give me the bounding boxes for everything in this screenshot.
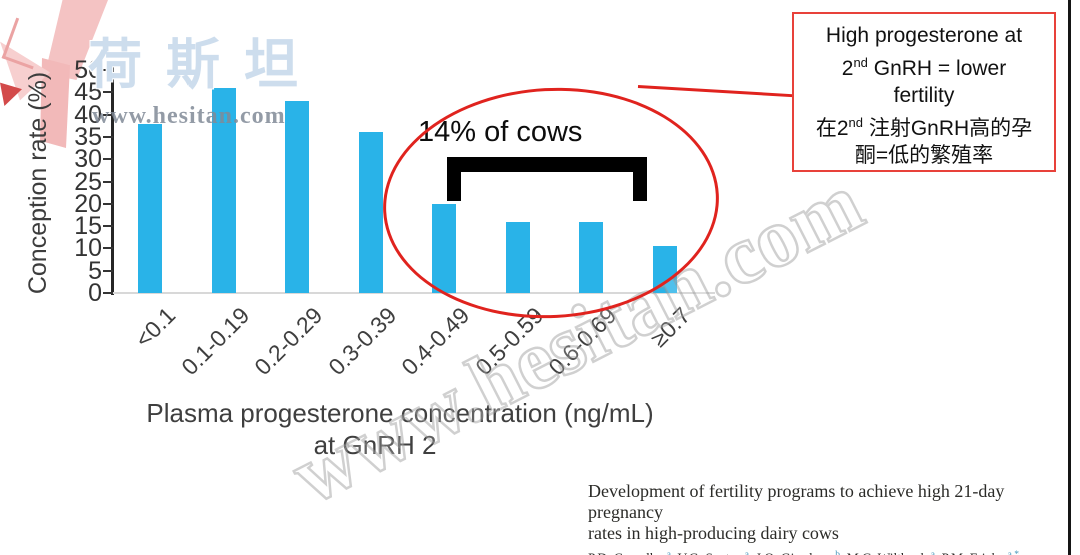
- y-tick-label: 45: [74, 78, 102, 107]
- y-tick-label: 40: [74, 100, 102, 129]
- y-tick-mark: [103, 69, 113, 71]
- cows-annotation: 14% of cows: [418, 116, 583, 148]
- x-axis-title-line2: at GnRH 2: [313, 430, 437, 460]
- y-tick-mark: [103, 91, 113, 94]
- y-axis-title: Conception rate (%): [24, 71, 52, 295]
- bar-≥0.7: [652, 246, 677, 293]
- y-tick-label: 15: [74, 212, 102, 241]
- author-affiliation-sup: b: [835, 550, 840, 555]
- x-axis-title-line1: Plasma progesterone concentration (ng/mL…: [146, 398, 654, 428]
- bar-<0.1: [138, 123, 162, 293]
- callout-line5: 酮=低的繁殖率: [854, 144, 994, 167]
- citation: Development of fertility programs to ach…: [588, 481, 1068, 555]
- y-tick-mark: [103, 158, 113, 161]
- bar-0.4-0.49: [432, 203, 456, 293]
- bar-0.6-0.69: [579, 221, 603, 293]
- author-affiliation-sup: a: [930, 550, 935, 555]
- author-name: V.G. Santos: [677, 551, 744, 555]
- y-tick-label: 20: [74, 189, 102, 218]
- holstein-logo-icon: [0, 0, 120, 150]
- author-name: M.C. Wiltbank: [847, 551, 931, 555]
- bracket-right-leg: [633, 157, 647, 201]
- citation-title-line1: Development of fertility programs to ach…: [588, 481, 1005, 522]
- y-tick-label: 0: [88, 279, 102, 307]
- author-affiliation-sup: a: [744, 550, 749, 555]
- callout-line1: High progesterone at: [825, 24, 1023, 47]
- y-tick-mark: [103, 292, 113, 294]
- callout-line2: 2nd GnRH = lower: [841, 55, 1007, 80]
- author-affiliation-sup: a: [666, 550, 671, 555]
- y-tick-mark: [103, 225, 113, 228]
- y-tick-mark: [103, 202, 113, 205]
- y-tick-label: 30: [74, 145, 102, 174]
- author-name: J.O. Giordano: [756, 551, 836, 555]
- site-watermark: www.hesitan.com: [92, 103, 286, 129]
- y-tick-label: 10: [74, 234, 102, 263]
- y-tick-label: 5: [88, 256, 102, 285]
- page-edge-line: [1068, 0, 1071, 555]
- citation-authors: P.D. Carvalho a, V.G. Santos a, J.O. Gio…: [588, 550, 1068, 555]
- y-tick-mark: [103, 247, 113, 250]
- y-tick-label: 50: [74, 56, 102, 84]
- y-tick-mark: [103, 113, 113, 116]
- y-tick-mark: [103, 269, 113, 272]
- author-name: P.D. Carvalho: [588, 551, 667, 555]
- brand-watermark: 荷斯坦: [88, 35, 322, 95]
- callout-connector-line: [637, 85, 795, 98]
- author-name: P.M. Fricke: [942, 551, 1008, 555]
- y-tick-mark: [103, 180, 113, 183]
- y-tick-label: 25: [74, 167, 102, 196]
- citation-title-line2: rates in high-producing dairy cows: [588, 523, 839, 543]
- bracket-left-leg: [447, 157, 461, 201]
- bar-0.2-0.29: [285, 101, 309, 293]
- bar-0.1-0.19: [211, 87, 236, 293]
- bar-0.3-0.39: [358, 132, 383, 293]
- callout-line3: fertility: [893, 84, 955, 107]
- bar-0.5-0.59: [505, 221, 530, 293]
- bracket-bar: [447, 157, 647, 172]
- y-tick-mark: [103, 135, 113, 138]
- y-tick-label: 35: [74, 122, 102, 151]
- author-affiliation-sup: a,*: [1007, 550, 1020, 555]
- x-axis-baseline: [113, 292, 715, 294]
- callout-box: High progesterone at 2nd GnRH = lower fe…: [792, 12, 1056, 172]
- callout-line4: 在2nd 注射GnRH高的孕: [815, 115, 1033, 140]
